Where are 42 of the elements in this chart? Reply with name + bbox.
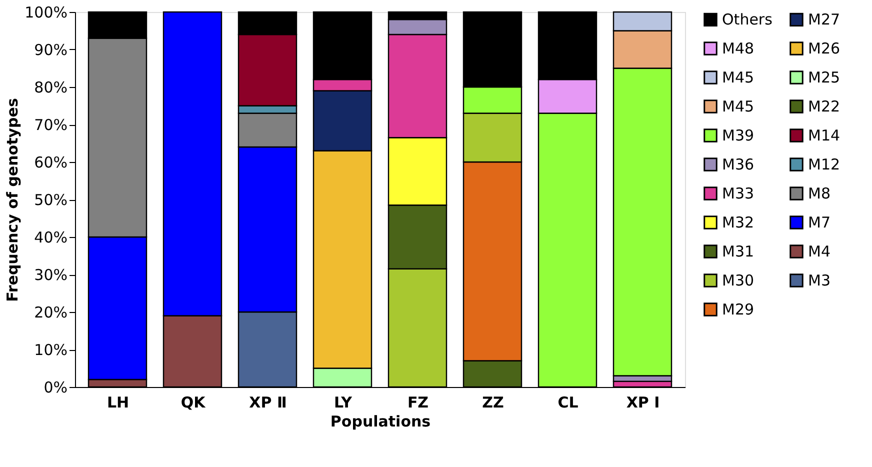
y-axis-title: Frequency of genotypes <box>4 98 22 302</box>
legend-label: M48 <box>722 40 754 58</box>
y-tick-label: 0% <box>44 378 68 396</box>
legend-label: M7 <box>808 214 830 232</box>
legend-label: M29 <box>722 300 754 318</box>
legend-label: M27 <box>808 10 840 29</box>
legend-label: M26 <box>808 40 840 58</box>
legend-label: M25 <box>808 68 840 86</box>
y-tick-label: 10% <box>34 341 68 359</box>
legend-label: M30 <box>722 272 754 290</box>
x-tick-label: LY <box>334 394 354 412</box>
legend-label: M45 <box>722 98 754 116</box>
x-tick-label: XP Ⅱ <box>249 394 287 412</box>
y-tick-label: 80% <box>34 78 68 96</box>
x-tick-label: ZZ <box>482 394 504 412</box>
y-tick-label: 100% <box>24 4 68 22</box>
y-tick-label: 30% <box>34 266 68 284</box>
y-tick-label: 50% <box>34 191 68 209</box>
legend-label: M14 <box>808 126 840 144</box>
legend-label: Others <box>722 10 773 29</box>
x-tick-label: LH <box>106 394 130 412</box>
x-tick-label: QK <box>180 394 207 412</box>
x-tick-label: CL <box>558 394 579 412</box>
legend-label: M32 <box>722 214 754 232</box>
legend-label: M39 <box>722 126 754 144</box>
x-tick-label: FZ <box>407 394 429 412</box>
legend-label: M31 <box>722 242 754 260</box>
legend-label: M22 <box>808 98 840 116</box>
legend-label: M4 <box>808 242 830 260</box>
y-tick-label: 40% <box>34 228 68 246</box>
legend-label: M3 <box>808 272 830 290</box>
y-tick-label: 90% <box>34 41 68 59</box>
legend-label: M36 <box>722 156 754 174</box>
y-tick-label: 70% <box>34 116 68 134</box>
legend-label: M45 <box>722 68 754 86</box>
y-tick-label: 60% <box>34 154 68 172</box>
legend-label: M33 <box>722 184 754 202</box>
y-tick-label: 20% <box>34 304 68 322</box>
legend-label: M12 <box>808 156 840 174</box>
x-tick-label: XP Ⅰ <box>626 394 660 412</box>
legend-label: M8 <box>808 184 830 202</box>
x-axis-title: Populations <box>330 412 431 430</box>
